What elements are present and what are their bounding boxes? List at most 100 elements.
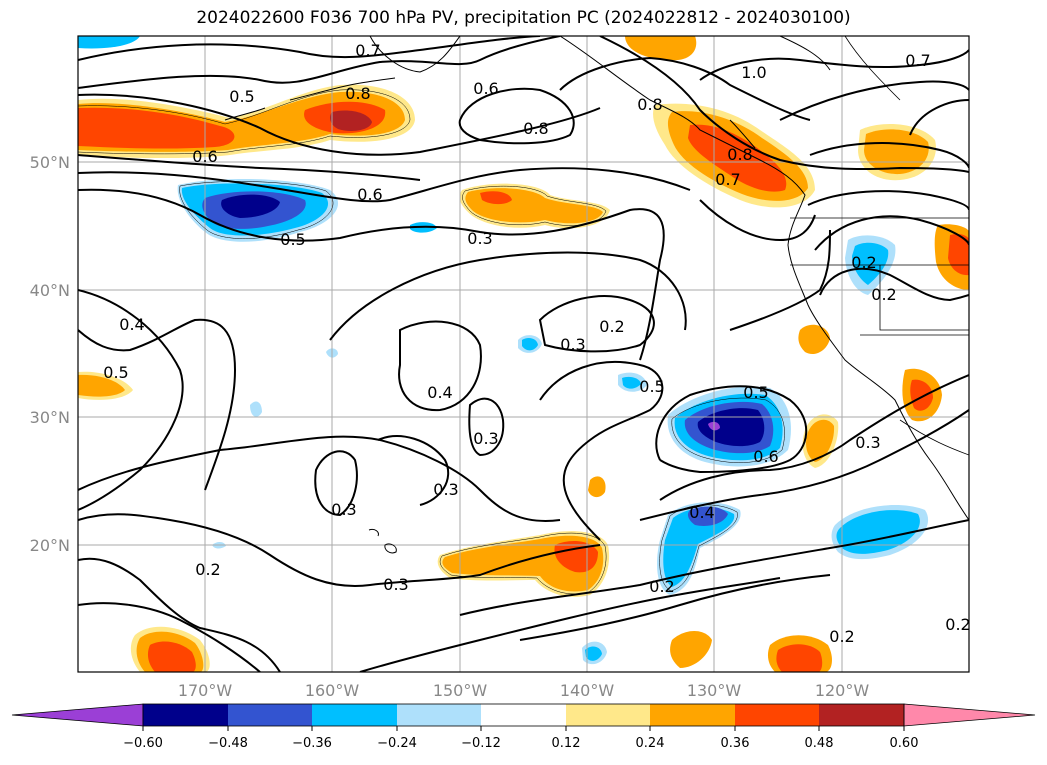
pv-contours bbox=[78, 36, 969, 672]
contour-label: 0.2 bbox=[945, 615, 970, 634]
precip-negative-area bbox=[687, 506, 728, 526]
precip-negative-area bbox=[663, 507, 735, 587]
lon-label: 140°W bbox=[560, 681, 615, 700]
map-title: 2024022600 F036 700 hPa PV, precipitatio… bbox=[196, 8, 851, 28]
contour-label: 0.3 bbox=[473, 429, 498, 448]
contour-label: 0.2 bbox=[195, 560, 220, 579]
lat-label: 30°N bbox=[30, 408, 70, 427]
contour-label: 1.0 bbox=[741, 63, 766, 82]
colorbar-segment bbox=[397, 704, 481, 726]
precip-positive-area bbox=[806, 419, 835, 462]
contour-label: 0.8 bbox=[727, 145, 752, 164]
colorbar-tick-label: 0.60 bbox=[890, 736, 919, 751]
colorbar-tick-label: −0.36 bbox=[292, 736, 332, 751]
contour-label: 0.2 bbox=[649, 577, 674, 596]
contour-labels: 0.7 0.6 0.8 1.0 0.7 0.5 0.8 0.8 0.8 0.6 … bbox=[103, 41, 970, 646]
contour-label: 0.3 bbox=[560, 335, 585, 354]
lon-label: 160°W bbox=[305, 681, 360, 700]
contour-label: 0.8 bbox=[345, 84, 370, 103]
contour-label: 0.2 bbox=[829, 627, 854, 646]
precip-positive-area bbox=[78, 107, 235, 149]
contour-label: 0.3 bbox=[433, 480, 458, 499]
lon-label: 130°W bbox=[687, 681, 742, 700]
borders bbox=[790, 36, 969, 456]
colorbar: −0.60 −0.48 −0.36 −0.24 −0.12 0.12 0.24 … bbox=[11, 703, 1036, 751]
precip-positive-area bbox=[330, 110, 372, 131]
lat-label: 50°N bbox=[30, 153, 70, 172]
contour-label: 0.6 bbox=[473, 79, 498, 98]
precip-negative-area bbox=[221, 194, 280, 218]
contour-label: 0.5 bbox=[280, 230, 305, 249]
precip-negative-area bbox=[852, 242, 889, 285]
precip-positive-area bbox=[78, 374, 125, 397]
contour-label: 0.2 bbox=[851, 253, 876, 272]
contour-label: 0.7 bbox=[905, 51, 930, 70]
contour-label: 0.5 bbox=[639, 377, 664, 396]
contour-label: 0.8 bbox=[523, 119, 548, 138]
colorbar-tick-label: −0.60 bbox=[123, 736, 163, 751]
gridlines bbox=[78, 36, 969, 672]
contour-label: 0.6 bbox=[753, 447, 778, 466]
precip-positive-area bbox=[147, 641, 196, 672]
colorbar-segment bbox=[735, 704, 819, 726]
map-frame bbox=[77, 35, 970, 673]
precip-positive-area bbox=[798, 324, 830, 355]
contour-label: 0.7 bbox=[355, 41, 380, 60]
colorbar-max-extension bbox=[903, 703, 1036, 727]
colorbar-min-extension bbox=[11, 703, 144, 727]
colorbar-tick-label: −0.24 bbox=[377, 736, 417, 751]
precip-positive-area bbox=[480, 191, 512, 205]
colorbar-tick-label: 0.12 bbox=[552, 736, 581, 751]
precip-positive-area bbox=[688, 124, 787, 192]
longitude-labels: 170°W 160°W 150°W 140°W 130°W 120°W bbox=[178, 681, 870, 700]
colorbar-tick-label: −0.12 bbox=[461, 736, 501, 751]
colorbar-segment bbox=[650, 704, 735, 726]
precip-shading bbox=[78, 36, 969, 672]
lon-label: 150°W bbox=[433, 681, 488, 700]
lat-label: 20°N bbox=[30, 536, 70, 555]
contour-label: 0.4 bbox=[427, 383, 452, 402]
colorbar-segment bbox=[481, 704, 566, 726]
contour-label: 0.7 bbox=[715, 170, 740, 189]
contour-label: 0.5 bbox=[743, 383, 768, 402]
contour-label: 0.4 bbox=[689, 503, 714, 522]
precip-negative-area bbox=[250, 401, 262, 417]
precip-negative-area bbox=[522, 337, 538, 351]
colorbar-tick-label: 0.36 bbox=[721, 736, 750, 751]
precip-positive-area bbox=[910, 379, 933, 411]
precip-positive-area bbox=[670, 631, 712, 668]
contour-label: 0.6 bbox=[192, 147, 217, 166]
contour-label: 0.5 bbox=[229, 87, 254, 106]
colorbar-segment bbox=[143, 704, 228, 726]
precip-positive-area bbox=[776, 644, 823, 672]
lon-label: 170°W bbox=[178, 681, 233, 700]
coastlines bbox=[224, 36, 969, 554]
precip-negative-area bbox=[585, 646, 602, 661]
colorbar-segment bbox=[566, 704, 650, 726]
latitude-labels: 50°N 40°N 30°N 20°N bbox=[30, 153, 70, 555]
precip-positive-area bbox=[588, 476, 606, 498]
precip-positive-area bbox=[864, 129, 929, 175]
colorbar-segment bbox=[312, 704, 397, 726]
contour-label: 0.6 bbox=[357, 185, 382, 204]
colorbar-segment bbox=[228, 704, 312, 726]
colorbar-tick-label: 0.24 bbox=[636, 736, 665, 751]
precip-positive-area bbox=[625, 36, 697, 61]
precip-outlines bbox=[78, 89, 785, 595]
contour-label: 0.2 bbox=[599, 317, 624, 336]
contour-label: 0.3 bbox=[467, 229, 492, 248]
contour-label: 0.2 bbox=[871, 285, 896, 304]
contour-label: 0.3 bbox=[331, 500, 356, 519]
precip-negative-area bbox=[622, 376, 641, 389]
lon-label: 120°W bbox=[815, 681, 870, 700]
contour-label: 0.3 bbox=[383, 575, 408, 594]
precip-negative-area bbox=[78, 36, 140, 49]
colorbar-segment bbox=[819, 704, 904, 726]
colorbar-tick-label: −0.48 bbox=[208, 736, 248, 751]
contour-label: 0.4 bbox=[119, 315, 144, 334]
contour-label: 0.3 bbox=[855, 433, 880, 452]
contour-label: 0.8 bbox=[637, 95, 662, 114]
lat-label: 40°N bbox=[30, 281, 70, 300]
contour-label: 0.5 bbox=[103, 363, 128, 382]
